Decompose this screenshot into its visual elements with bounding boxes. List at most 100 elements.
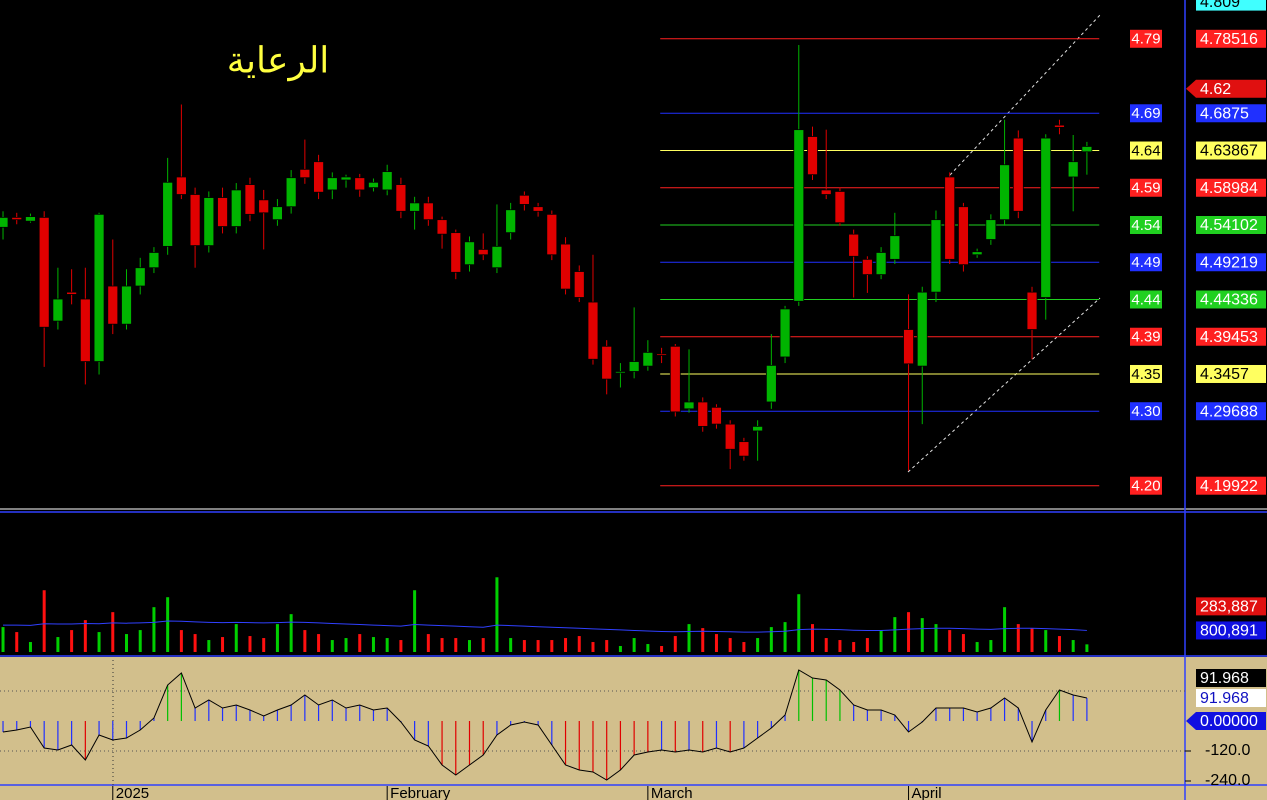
candle-body — [340, 176, 352, 181]
volume-bar — [371, 637, 375, 652]
axis-marker-label: 4.3457 — [1200, 366, 1249, 383]
volume-bar — [413, 590, 417, 652]
fib-label-box — [1130, 253, 1162, 272]
candle-body — [1081, 146, 1093, 153]
volume-bar — [275, 624, 279, 652]
candle-body — [587, 301, 599, 360]
volume-bar — [426, 634, 430, 652]
candle-body — [0, 216, 9, 228]
axis-marker-box — [1196, 669, 1266, 688]
candle-body — [189, 194, 201, 247]
volume-bar — [358, 634, 362, 652]
fib-label-box — [1130, 402, 1162, 421]
volume-bar — [742, 642, 746, 652]
candle-body — [1012, 137, 1024, 212]
volume-bar — [728, 638, 732, 652]
candle-body — [683, 401, 695, 410]
volume-bar — [97, 632, 101, 652]
axis-marker-label: 4.54102 — [1200, 217, 1258, 234]
volume-bar — [714, 634, 718, 652]
candle-body — [615, 371, 626, 374]
axis-marker-box — [1196, 712, 1266, 730]
candle-body — [518, 194, 530, 205]
volume-bar — [166, 597, 170, 652]
volume-bar — [111, 612, 115, 652]
y-tick-label: -240.0 — [1205, 772, 1250, 789]
volume-bar — [673, 636, 677, 652]
axis-marker-box — [1196, 689, 1266, 708]
fib-label: 4.35 — [1131, 366, 1160, 383]
candle-body — [1040, 137, 1052, 298]
volume-bar — [28, 642, 32, 652]
candle-body — [436, 219, 448, 235]
candle-body — [916, 291, 928, 367]
candle-body — [752, 425, 764, 432]
volume-bar — [440, 638, 444, 652]
candle-body — [258, 199, 270, 214]
candle-body — [121, 285, 132, 325]
volume-bar — [961, 634, 965, 652]
candle-body — [505, 209, 517, 234]
axis-marker-box — [1196, 402, 1266, 421]
fib-label: 4.64 — [1131, 142, 1160, 159]
volume-bar — [385, 638, 389, 652]
candle-body — [203, 197, 215, 247]
volume-bar — [907, 612, 911, 652]
fib-label-box — [1130, 290, 1162, 309]
candle-body — [669, 345, 681, 413]
axis-marker-label: 4.44336 — [1200, 292, 1258, 309]
volume-bar — [536, 640, 540, 652]
candle-body — [217, 197, 228, 227]
candle-body — [1054, 124, 1065, 128]
volume-bar — [193, 634, 197, 652]
volume-bar — [42, 590, 46, 652]
trend-line — [907, 297, 1101, 473]
candle-body — [326, 177, 338, 191]
candle-body — [381, 171, 393, 191]
volume-bar — [879, 630, 883, 652]
candle-body — [546, 213, 558, 256]
volume-bar — [577, 636, 581, 652]
oscillator-line — [2, 669, 1088, 781]
axis-marker-label: 91.968 — [1200, 690, 1249, 707]
axis-marker-label: 91.968 — [1200, 670, 1249, 687]
candle-body — [491, 245, 503, 269]
axis-marker-label: 4.19922 — [1200, 478, 1258, 495]
axis-marker-arrow — [1186, 712, 1196, 730]
axis-marker-box — [1196, 215, 1266, 234]
volume-bar — [852, 642, 856, 652]
x-tick-label: February — [390, 785, 451, 800]
axis-marker-label: 4.58984 — [1200, 180, 1258, 197]
x-tick-label: April — [912, 785, 942, 800]
fib-label: 4.30 — [1131, 403, 1160, 420]
volume-bar — [989, 640, 993, 652]
candle-body — [958, 206, 969, 266]
volume-bar — [207, 640, 211, 652]
candle-body — [354, 177, 366, 191]
oscillator-pane — [0, 657, 1267, 800]
candle-body — [79, 298, 91, 362]
candle-body — [299, 168, 311, 179]
candle-body — [711, 406, 722, 425]
candle-body — [628, 361, 640, 372]
axis-marker-box — [1196, 104, 1266, 123]
volume-bar — [934, 624, 938, 652]
candle-body — [93, 213, 105, 362]
candle-body — [861, 258, 873, 275]
candle-body — [930, 219, 942, 293]
axis-marker-label: 0.00000 — [1200, 713, 1258, 730]
candle-body — [807, 136, 818, 176]
volume-bar — [605, 640, 609, 652]
volume-bar — [838, 640, 842, 652]
volume-bar — [948, 630, 952, 652]
volume-bar — [495, 577, 499, 652]
volume-bar — [687, 624, 691, 652]
volume-bar — [344, 638, 348, 652]
volume-bar — [1057, 636, 1061, 652]
candle-body — [848, 233, 860, 257]
volume-bar — [865, 638, 869, 652]
volume-bar — [330, 640, 334, 652]
volume-bar — [1, 627, 5, 652]
candle-body — [697, 401, 709, 427]
candle-body — [66, 291, 78, 295]
